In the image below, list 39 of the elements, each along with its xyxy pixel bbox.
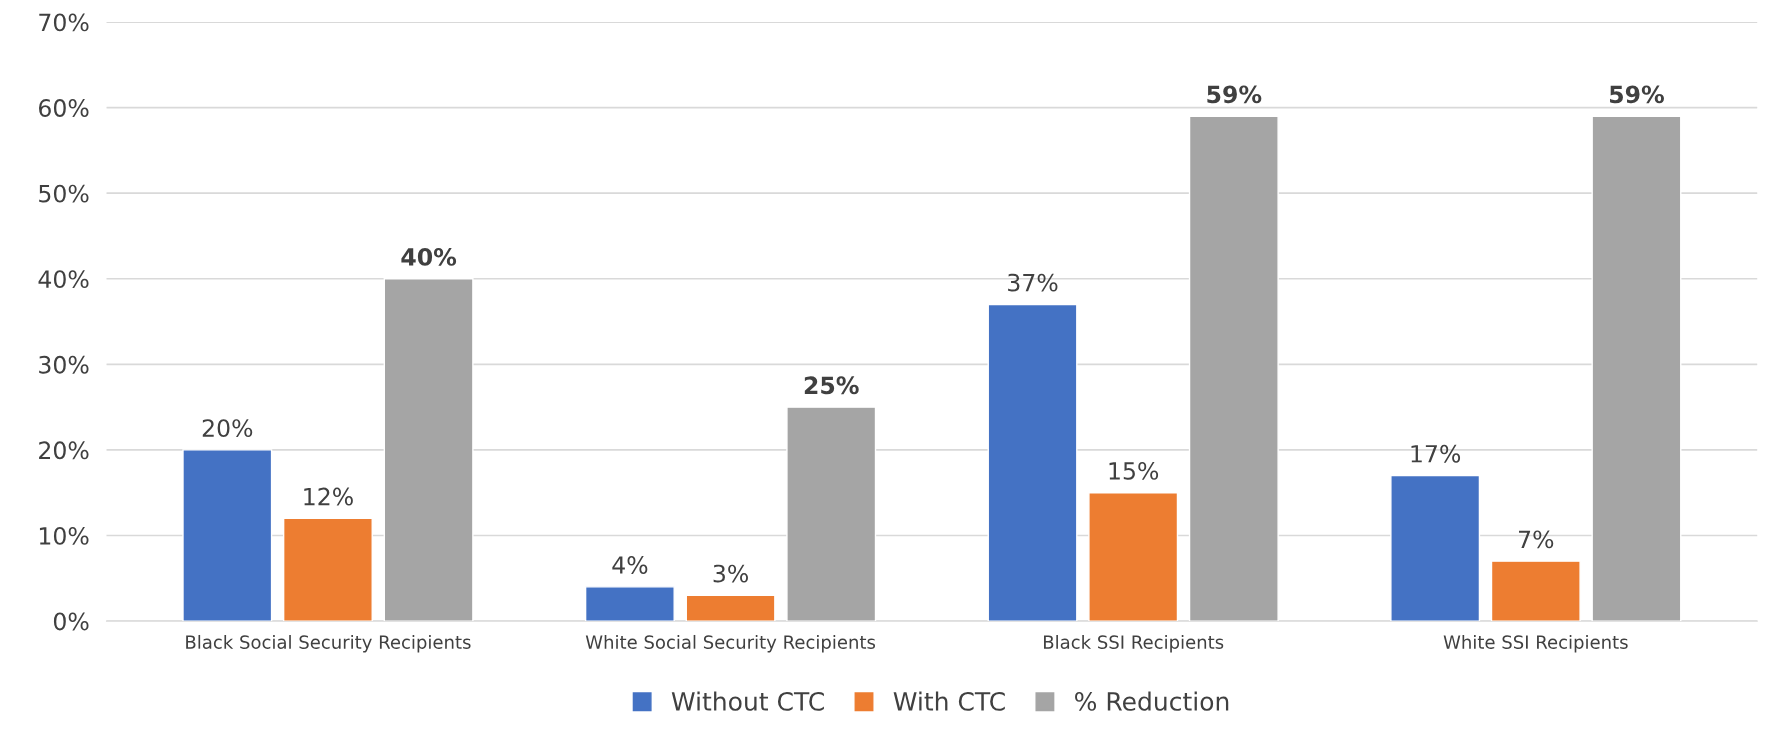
bar — [1490, 560, 1581, 622]
x-tick-label: White SSI Recipients — [1443, 634, 1628, 653]
data-label: 15% — [1109, 461, 1159, 480]
legend-label: Without CTC — [671, 691, 824, 711]
data-label: 37% — [1008, 273, 1058, 292]
y-tick-label: 0% — [53, 612, 89, 631]
data-label: 12% — [304, 487, 353, 506]
bar — [685, 594, 776, 622]
data-label: 25% — [804, 376, 859, 395]
bar — [182, 449, 273, 622]
data-label: 20% — [202, 419, 253, 438]
bar — [1390, 474, 1481, 622]
data-label: 3% — [713, 564, 748, 583]
bar — [282, 517, 373, 622]
x-tick-label: White Social Security Recipients — [585, 634, 876, 653]
data-label: 40% — [401, 248, 457, 266]
y-tick-label: 40% — [38, 270, 89, 289]
data-label: 4% — [612, 556, 648, 574]
y-tick-label: 50% — [39, 184, 89, 203]
y-tick-label: 60% — [39, 99, 89, 117]
bar — [786, 406, 877, 622]
data-label: 17% — [1411, 444, 1461, 463]
bar — [1188, 115, 1279, 622]
y-tick-label: 70% — [39, 13, 89, 32]
y-tick-label: 10% — [39, 526, 89, 545]
x-tick-label: Black SSI Recipients — [1044, 634, 1224, 653]
bar — [383, 278, 474, 622]
bar — [1088, 492, 1179, 622]
bar — [584, 586, 675, 622]
y-tick-label: 30% — [39, 355, 89, 374]
x-tick-label: Black Social Security Recipients — [186, 634, 471, 653]
y-tick-label: 20% — [39, 441, 89, 460]
data-label: 59% — [1207, 85, 1262, 104]
bar — [1591, 115, 1682, 622]
legend-label: With CTC — [893, 691, 1005, 711]
legend-label: % Reduction — [1075, 691, 1229, 711]
bar — [987, 303, 1078, 622]
data-label: 59% — [1610, 85, 1664, 104]
data-label: 7% — [1519, 530, 1554, 549]
